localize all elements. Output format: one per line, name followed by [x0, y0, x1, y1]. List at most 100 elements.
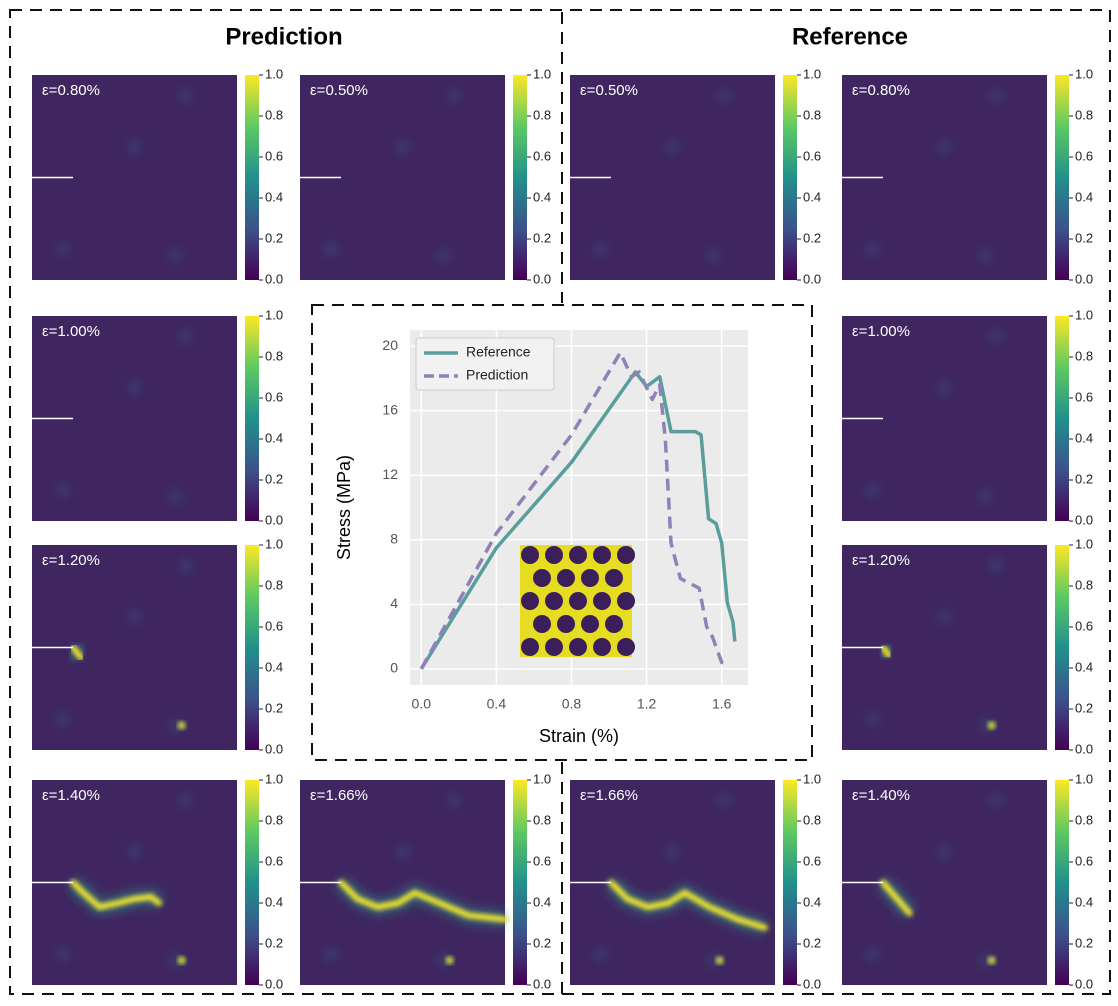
colorbar-tick-label: 0.6 — [533, 853, 551, 868]
heatmap-feature — [437, 249, 450, 262]
crack — [338, 879, 508, 923]
heatmap-feature — [396, 140, 409, 153]
legend — [415, 337, 555, 391]
crack — [70, 879, 163, 911]
colorbar-tick-label: 0.6 — [1075, 389, 1093, 404]
colorbar-tick-label: 0.4 — [803, 189, 821, 204]
y-tick-label: 0 — [390, 660, 398, 676]
colorbar-tick-label: 0.2 — [533, 935, 551, 950]
y-tick-label: 8 — [390, 530, 398, 546]
heatmap-feature — [128, 845, 141, 858]
heatmap-feature — [666, 140, 679, 153]
strain-label: ε=1.20% — [852, 552, 910, 569]
heatmap-feature — [717, 89, 730, 102]
heatmap-feature — [447, 794, 460, 807]
heatmap-feature — [666, 845, 679, 858]
legend-label: Prediction — [466, 367, 528, 383]
heatmap-feature — [594, 948, 607, 961]
heatmap-feature — [866, 948, 879, 961]
colorbar-tick-label: 0.6 — [803, 853, 821, 868]
colorbar-tick-label: 0.6 — [265, 853, 283, 868]
y-tick-label: 12 — [382, 466, 398, 482]
colorbar-tick-label: 1.0 — [1075, 307, 1093, 322]
inset-pore — [545, 638, 563, 656]
colorbar-tick-label: 0.0 — [803, 976, 821, 991]
inset-pore — [569, 546, 587, 564]
colorbar — [1055, 780, 1069, 985]
heatmap-feature — [989, 794, 1002, 807]
inset-pore — [521, 592, 539, 610]
legend-label: Reference — [466, 344, 531, 360]
inset-pore — [521, 638, 539, 656]
heatmap-feature — [989, 330, 1002, 343]
inset-pore — [557, 569, 575, 587]
crack — [880, 644, 893, 659]
colorbar-tick-label: 0.0 — [1075, 976, 1093, 991]
colorbar-tick-label: 0.0 — [1075, 741, 1093, 756]
colorbar-tick-label: 0.2 — [803, 935, 821, 950]
series-line — [419, 370, 737, 670]
y-tick-label: 16 — [382, 401, 398, 417]
inset-pore — [569, 592, 587, 610]
colorbar-tick-label: 0.2 — [265, 230, 283, 245]
heatmap-feature — [447, 89, 460, 102]
colorbar-tick-label: 0.4 — [1075, 430, 1093, 445]
colorbar-tick-label: 0.6 — [533, 148, 551, 163]
colorbar-tick-label: 0.0 — [265, 271, 283, 286]
colorbar-tick-label: 0.2 — [1075, 230, 1093, 245]
heatmap-feature — [717, 794, 730, 807]
colorbar-tick-label: 1.0 — [803, 66, 821, 81]
y-tick-label: 4 — [390, 595, 398, 611]
x-axis-label: Strain (%) — [539, 726, 619, 746]
heatmap-feature — [56, 713, 69, 726]
inset-pore — [545, 592, 563, 610]
strain-label: ε=1.66% — [580, 787, 638, 804]
strain-label: ε=1.00% — [42, 323, 100, 340]
heatmap-feature — [989, 559, 1002, 572]
strain-label: ε=1.40% — [42, 787, 100, 804]
heatmap-feature — [169, 249, 182, 262]
heatmap-feature — [715, 956, 724, 965]
colorbar-tick-label: 0.8 — [803, 107, 821, 122]
colorbar — [245, 316, 259, 521]
inset-pore — [533, 615, 551, 633]
heatmap-feature — [324, 243, 337, 256]
colorbar-tick-label: 0.0 — [533, 271, 551, 286]
header: Reference — [792, 23, 908, 50]
heatmap-feature — [979, 249, 992, 262]
colorbar-tick-label: 0.8 — [1075, 577, 1093, 592]
colorbar-tick-label: 0.0 — [533, 976, 551, 991]
heatmap-feature — [938, 140, 951, 153]
colorbar-tick-label: 1.0 — [265, 771, 283, 786]
colorbar-tick-label: 1.0 — [265, 536, 283, 551]
colorbar — [513, 780, 527, 985]
colorbar-tick-label: 1.0 — [1075, 536, 1093, 551]
colorbar — [1055, 545, 1069, 750]
colorbar — [783, 75, 797, 280]
colorbar-tick-label: 0.6 — [265, 618, 283, 633]
heatmap-feature — [866, 484, 879, 497]
heatmap-feature — [128, 610, 141, 623]
colorbar-tick-label: 0.2 — [1075, 700, 1093, 715]
colorbar-tick-label: 0.2 — [265, 471, 283, 486]
colorbar-tick-label: 0.0 — [265, 741, 283, 756]
heatmap-feature — [169, 954, 182, 967]
crack — [880, 879, 913, 917]
colorbar-tick-label: 0.4 — [265, 659, 283, 674]
inset-pore — [593, 546, 611, 564]
strain-label: ε=1.20% — [42, 552, 100, 569]
colorbar-tick-label: 1.0 — [803, 771, 821, 786]
x-tick-label: 0.4 — [487, 696, 507, 712]
colorbar-tick-label: 0.4 — [265, 189, 283, 204]
colorbar-tick-label: 0.2 — [265, 700, 283, 715]
colorbar-tick-label: 0.0 — [265, 512, 283, 527]
heatmap-feature — [437, 954, 450, 967]
strain-label: ε=0.80% — [42, 82, 100, 99]
colorbar-tick-label: 0.6 — [1075, 618, 1093, 633]
heatmap-feature — [56, 948, 69, 961]
strain-label: ε=1.66% — [310, 787, 368, 804]
colorbar-tick-label: 0.2 — [803, 230, 821, 245]
colorbar-tick-label: 0.8 — [265, 107, 283, 122]
colorbar-tick-label: 0.4 — [265, 430, 283, 445]
